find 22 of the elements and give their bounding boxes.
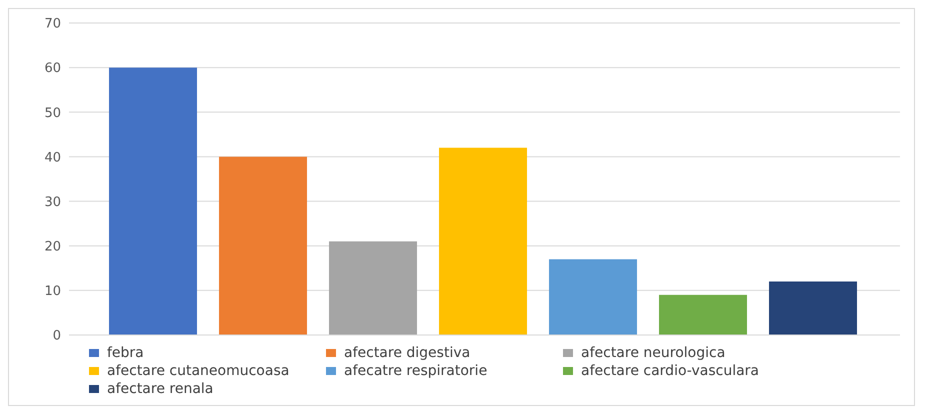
y-tick-label: 70 [44,16,61,32]
legend-label: afecatre respiratorie [344,363,488,379]
legend-label: afectare cardio-vasculara [581,363,759,379]
bar [659,294,747,335]
y-tick-label: 50 [44,106,61,121]
bar [769,282,857,335]
legend-label: afectare neurologica [581,345,726,361]
legend-label: afectare cutaneomucoasa [107,363,290,379]
y-tick-label: 0 [52,328,61,344]
y-tick-label: 40 [44,150,61,166]
bar [219,156,307,335]
y-tick-label: 10 [44,284,61,300]
legend-label: febra [107,345,144,361]
y-tick-label: 60 [44,61,61,76]
bar [109,68,197,335]
legend-label: afectare renala [107,381,214,397]
bar [329,241,417,335]
bar [549,259,637,335]
bar [439,148,527,335]
y-tick-label: 20 [44,239,61,254]
legend-label: afectare digestiva [344,345,470,361]
y-tick-label: 30 [44,194,61,210]
